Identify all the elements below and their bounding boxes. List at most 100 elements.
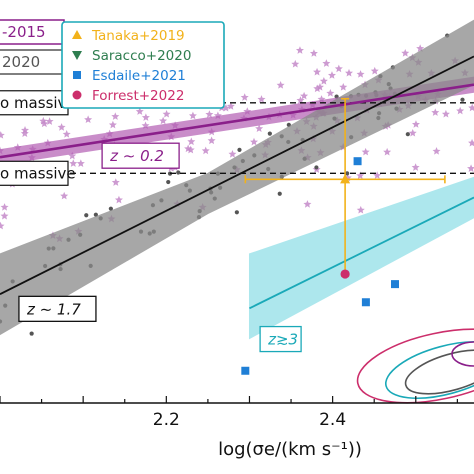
background-star bbox=[276, 81, 285, 89]
axes: 2.2 2.4 log(σe/(km s⁻¹)) bbox=[0, 396, 474, 460]
background-star bbox=[309, 49, 318, 57]
hline-label-box-1 bbox=[0, 160, 69, 186]
background-dot bbox=[166, 179, 171, 185]
point-esdaile-2021-3 bbox=[241, 366, 250, 375]
background-star bbox=[250, 137, 258, 146]
background-star bbox=[20, 129, 29, 137]
background-star bbox=[300, 91, 309, 100]
annotation-2: z≳3 bbox=[267, 331, 298, 349]
background-star bbox=[431, 108, 440, 116]
contour-inner bbox=[404, 349, 474, 395]
annotation-box-2 bbox=[259, 325, 302, 353]
background-star bbox=[226, 102, 235, 110]
background-dot bbox=[93, 212, 98, 217]
background-dot bbox=[267, 131, 272, 136]
background-star bbox=[303, 200, 312, 208]
point-tanaka-2019-0 bbox=[340, 173, 351, 184]
background-star bbox=[467, 164, 474, 172]
x-axis-label: log(σe/(km s⁻¹)) bbox=[218, 439, 362, 460]
background-star bbox=[468, 103, 474, 112]
background-star bbox=[0, 203, 9, 211]
band-z3 bbox=[248, 176, 474, 340]
legend: -2015 2020 Tanaka+2019 Saracco+2020 Esdaile+… bbox=[0, 19, 225, 109]
background-star bbox=[111, 112, 120, 120]
background-star bbox=[257, 95, 266, 103]
background-star bbox=[326, 89, 335, 97]
background-star bbox=[361, 147, 370, 156]
background-star bbox=[62, 130, 71, 138]
fit-lines bbox=[0, 55, 474, 310]
background-star bbox=[345, 68, 353, 77]
background-star bbox=[187, 137, 196, 146]
background-dot bbox=[345, 171, 350, 176]
background-star bbox=[370, 66, 379, 75]
density-contours bbox=[356, 328, 474, 404]
mass-threshold-lines: o massive o massive bbox=[0, 90, 474, 186]
background-star bbox=[114, 195, 123, 204]
background-star bbox=[313, 84, 322, 93]
background-star bbox=[315, 82, 324, 91]
background-star bbox=[207, 136, 216, 145]
background-star bbox=[201, 146, 210, 155]
annotations: z ∼ 0.2 z ∼ 1.7 z≳3 bbox=[18, 142, 302, 353]
hline-label-1: o massive bbox=[0, 164, 76, 182]
background-star bbox=[411, 163, 420, 171]
legend-marker-1 bbox=[72, 51, 82, 60]
legend-label-3: Forrest+2022 bbox=[92, 88, 184, 104]
background-star bbox=[188, 111, 197, 120]
band-z17 bbox=[0, 19, 474, 336]
background-star bbox=[408, 128, 417, 137]
annotation-box-0 bbox=[101, 142, 180, 169]
background-star bbox=[313, 67, 322, 76]
legend-left-text-0: -2015 bbox=[2, 23, 46, 41]
background-star bbox=[401, 49, 410, 57]
background-dot bbox=[84, 213, 89, 218]
background-star bbox=[255, 124, 264, 133]
background-star bbox=[68, 151, 77, 160]
x-tick-label-1: 2.4 bbox=[319, 410, 346, 430]
background-star bbox=[339, 83, 348, 91]
x-tick-label-0: 2.2 bbox=[153, 410, 180, 430]
background-star bbox=[456, 106, 465, 115]
legend-box bbox=[61, 21, 225, 109]
background-dot bbox=[29, 331, 34, 336]
background-star bbox=[0, 131, 5, 139]
fit-line-1 bbox=[0, 55, 474, 295]
legend-label-2: Esdaile+2021 bbox=[92, 68, 186, 84]
background-star bbox=[57, 123, 66, 131]
background-star bbox=[205, 110, 214, 118]
background-star bbox=[432, 147, 441, 155]
background-star bbox=[327, 71, 336, 79]
annotation-0: z ∼ 0.2 bbox=[109, 147, 164, 165]
background-star bbox=[162, 109, 171, 118]
background-star bbox=[356, 205, 365, 214]
background-star bbox=[291, 59, 300, 68]
annotation-1: z ∼ 1.7 bbox=[26, 300, 81, 318]
background-star bbox=[21, 126, 29, 134]
background-star bbox=[295, 46, 304, 54]
background-star bbox=[0, 211, 9, 220]
point-esdaile-2021-1 bbox=[361, 298, 370, 307]
background-dot bbox=[277, 191, 282, 196]
background-star bbox=[441, 109, 450, 118]
background-dot bbox=[460, 97, 465, 102]
contour-core bbox=[451, 341, 474, 367]
background-dot bbox=[314, 165, 319, 170]
background-dot bbox=[108, 206, 113, 211]
background-star bbox=[228, 149, 237, 158]
legend-marker-3 bbox=[72, 90, 82, 100]
fit-line-2 bbox=[249, 196, 474, 310]
background-star bbox=[334, 64, 343, 73]
background-star bbox=[84, 115, 93, 124]
background-star bbox=[356, 171, 365, 180]
point-forrest-2022-0 bbox=[340, 269, 350, 279]
background-dot bbox=[237, 147, 242, 153]
hline-label-box-0 bbox=[0, 90, 69, 116]
point-esdaile-2021-0 bbox=[353, 157, 362, 166]
legend-marker-0 bbox=[72, 30, 82, 39]
legend-left-text-1: 2020 bbox=[2, 53, 40, 71]
background-star bbox=[221, 103, 230, 112]
background-star bbox=[296, 96, 305, 104]
contour-outer bbox=[356, 328, 474, 404]
